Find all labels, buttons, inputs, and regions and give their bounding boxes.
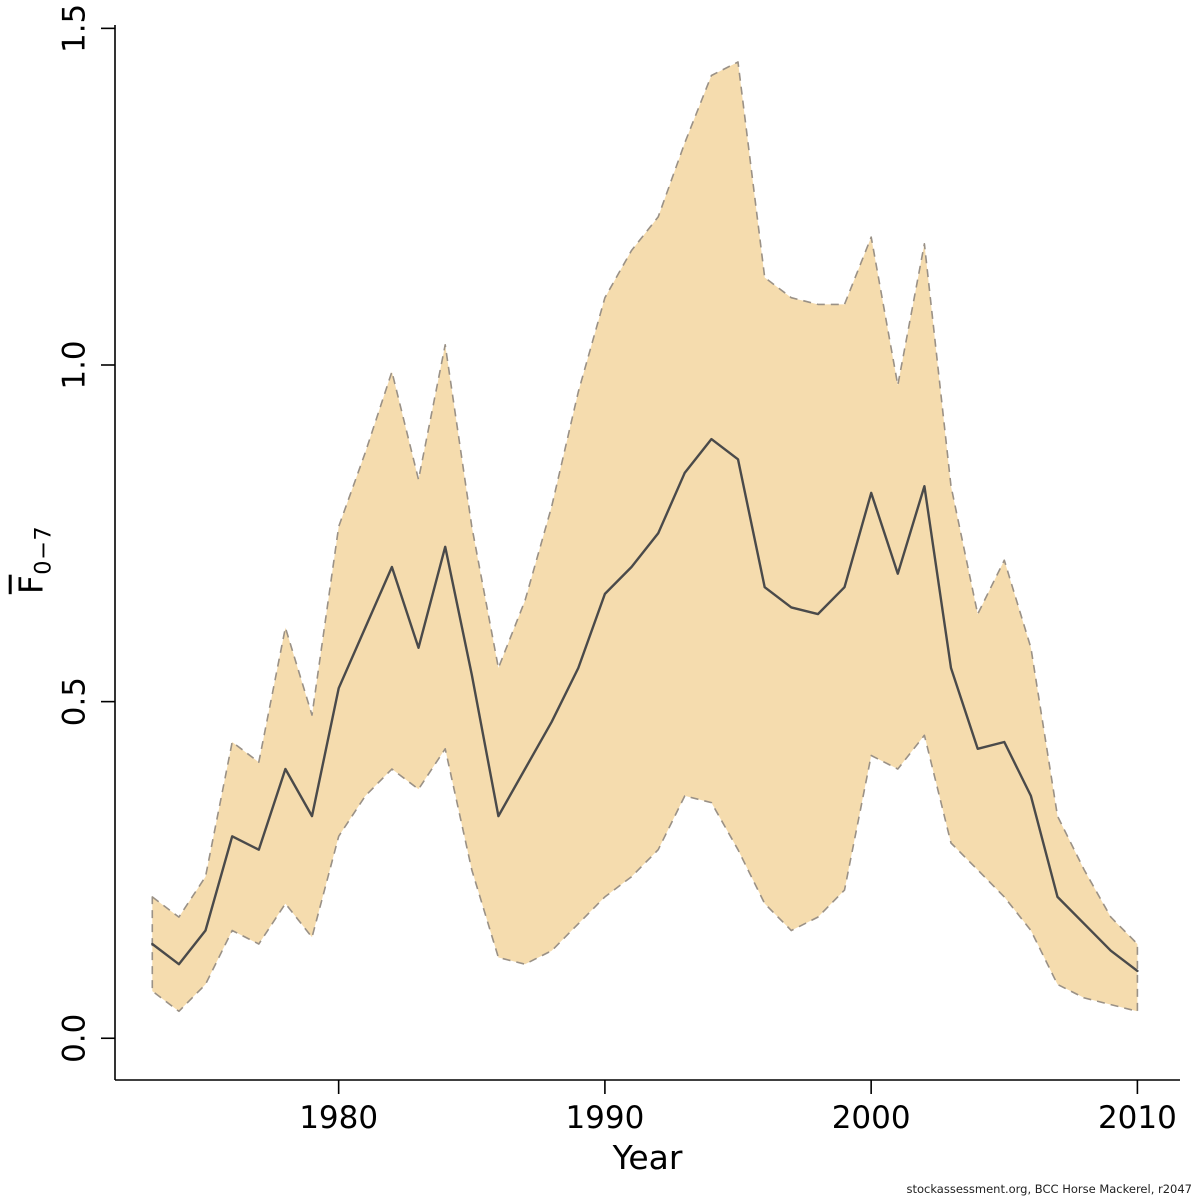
y-axis-title: F0−7 [12, 526, 57, 594]
x-tick-label: 2010 [1098, 1100, 1177, 1136]
x-tick-label: 2000 [832, 1100, 911, 1136]
x-tick-label: 1990 [565, 1100, 644, 1136]
y-tick-label: 0.0 [57, 1014, 93, 1063]
y-axis-title-main: F [11, 574, 51, 595]
footer-credit: stockassessment.org, BCC Horse Mackerel,… [906, 1182, 1192, 1196]
y-tick-label: 1.5 [57, 4, 93, 53]
x-tick-label: 1980 [299, 1100, 378, 1136]
y-axis-title-sub: 0−7 [30, 525, 57, 575]
median-line [151, 437, 1139, 973]
confidence-band [151, 61, 1139, 1013]
x-axis-title: Year [612, 1138, 683, 1177]
y-tick-label: 1.0 [57, 340, 93, 389]
y-tick-label: 0.5 [57, 677, 93, 726]
